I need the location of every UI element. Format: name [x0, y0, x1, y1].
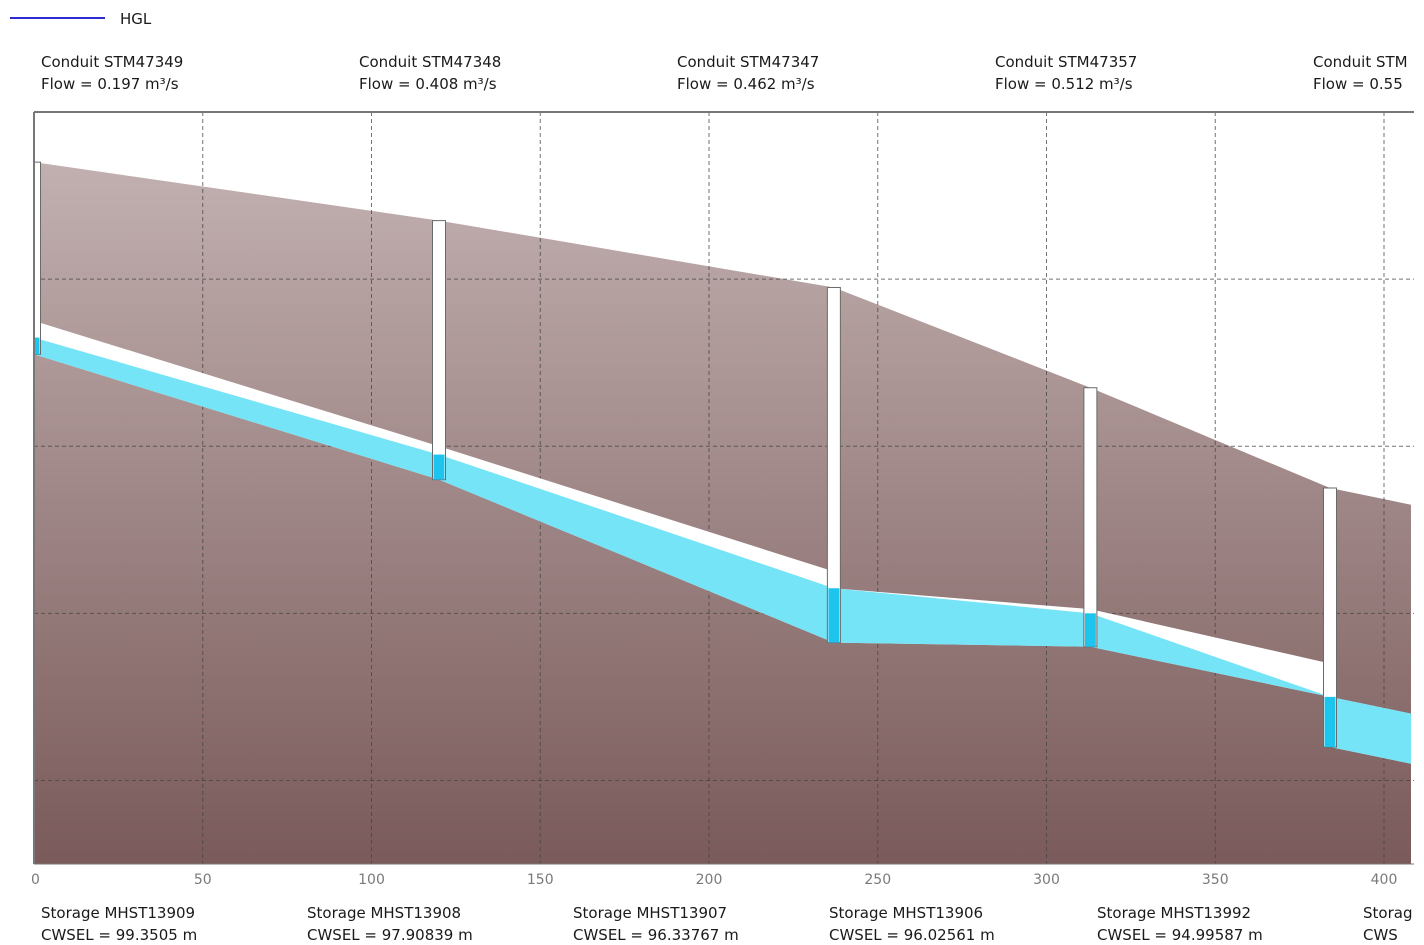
- storage-label: Storag: [1363, 904, 1412, 922]
- storage-cwsel: CWSEL = 94.99587 m: [1097, 926, 1263, 944]
- conduit-label: Conduit STM47348: [359, 53, 501, 71]
- legend-hgl-label: HGL: [120, 10, 152, 28]
- storage-label: Storage MHST13907: [573, 904, 727, 922]
- conduit-flow: Flow = 0.512 m³/s: [995, 75, 1133, 93]
- conduit-water: [833, 588, 1091, 647]
- conduit-label: Conduit STM47357: [995, 53, 1137, 71]
- x-axis-ticks: 0 50 100 150 200 250 300 350 400: [31, 872, 1397, 888]
- conduit-labels: Conduit STM47349 Flow = 0.197 m³/s Condu…: [41, 53, 1408, 93]
- x-tick-label: 400: [1371, 872, 1398, 888]
- x-tick-label: 150: [527, 872, 554, 888]
- storage-cwsel: CWSEL = 97.90839 m: [307, 926, 473, 944]
- x-tick-label: 300: [1033, 872, 1060, 888]
- conduit-flow: Flow = 0.197 m³/s: [41, 75, 179, 93]
- conduit-water: [439, 454, 834, 643]
- manhole-water: [34, 337, 40, 355]
- conduit-pipe: [1090, 609, 1330, 697]
- storage-label: Storage MHST13906: [829, 904, 983, 922]
- conduit-flow: Flow = 0.55: [1313, 75, 1403, 93]
- ground-surface: [34, 162, 1411, 864]
- storage-cwsel: CWS: [1363, 926, 1398, 944]
- manhole-shaft: [1083, 387, 1098, 648]
- manhole-water: [433, 454, 445, 480]
- conduit-water: [34, 337, 439, 480]
- ground-layer: [34, 162, 1411, 864]
- storage-cwsel: CWSEL = 96.02561 m: [829, 926, 995, 944]
- manhole-layer: [34, 161, 1337, 748]
- conduit-flow: Flow = 0.462 m³/s: [677, 75, 815, 93]
- manhole-shaft: [34, 161, 41, 355]
- storage-cwsel: CWSEL = 99.3505 m: [41, 926, 197, 944]
- manhole-water: [1324, 696, 1336, 748]
- x-tick-label: 200: [696, 872, 723, 888]
- x-tick-label: 350: [1202, 872, 1229, 888]
- legend: HGL: [10, 10, 152, 28]
- x-tick-label: 250: [864, 872, 891, 888]
- grid-layer: [34, 112, 1414, 864]
- x-tick-label: 100: [358, 872, 385, 888]
- storage-label: Storage MHST13992: [1097, 904, 1251, 922]
- storage-cwsel: CWSEL = 96.33767 m: [573, 926, 739, 944]
- plot-frame: [33, 111, 1414, 865]
- manhole-shaft: [432, 220, 446, 481]
- storage-labels: Storage MHST13909 CWSEL = 99.3505 m Stor…: [41, 904, 1412, 944]
- conduit-flow: Flow = 0.408 m³/s: [359, 75, 497, 93]
- storage-label: Storage MHST13908: [307, 904, 461, 922]
- storage-label: Storage MHST13909: [41, 904, 195, 922]
- conduit-water: [1090, 613, 1330, 697]
- plot-area: [34, 112, 1414, 864]
- conduit-label: Conduit STM47347: [677, 53, 819, 71]
- pipe-layer: [34, 320, 1411, 764]
- conduit-label: Conduit STM47349: [41, 53, 183, 71]
- manhole-water: [1084, 613, 1096, 647]
- conduit-water: [1330, 696, 1411, 764]
- manhole-water: [828, 588, 840, 643]
- x-tick-label: 0: [31, 872, 40, 888]
- x-tick-label: 50: [194, 872, 212, 888]
- conduit-label: Conduit STM: [1313, 53, 1408, 71]
